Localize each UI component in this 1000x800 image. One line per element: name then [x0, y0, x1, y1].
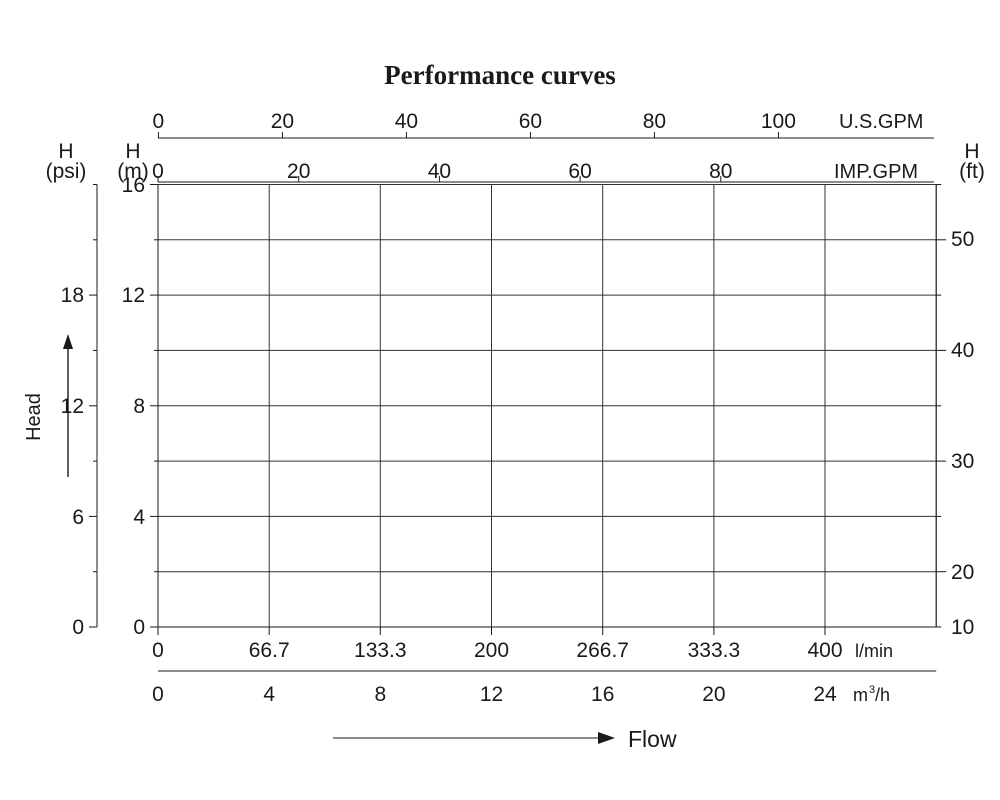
svg-text:20: 20	[951, 561, 974, 584]
svg-text:400: 400	[807, 639, 842, 662]
svg-text:16: 16	[591, 683, 614, 706]
svg-text:4: 4	[263, 683, 275, 706]
svg-text:/h: /h	[875, 685, 890, 705]
svg-text:12: 12	[61, 395, 84, 418]
svg-text:6: 6	[72, 506, 84, 529]
svg-text:0: 0	[152, 683, 164, 706]
svg-text:Head: Head	[23, 393, 45, 441]
svg-text:40: 40	[951, 339, 974, 362]
svg-text:l/min: l/min	[855, 641, 893, 661]
svg-text:(ft): (ft)	[959, 160, 985, 183]
svg-text:40: 40	[428, 160, 451, 183]
svg-text:50: 50	[951, 228, 974, 251]
svg-text:30: 30	[951, 450, 974, 473]
svg-text:0: 0	[152, 160, 164, 183]
svg-text:80: 80	[709, 160, 732, 183]
svg-text:U.S.GPM: U.S.GPM	[839, 111, 923, 133]
svg-text:8: 8	[133, 395, 145, 418]
svg-text:333.3: 333.3	[688, 639, 741, 662]
svg-text:40: 40	[395, 110, 418, 133]
svg-text:8: 8	[374, 683, 386, 706]
svg-text:m: m	[853, 685, 868, 705]
svg-text:80: 80	[643, 110, 666, 133]
svg-text:20: 20	[287, 160, 310, 183]
svg-text:200: 200	[474, 639, 509, 662]
svg-text:10: 10	[951, 616, 974, 639]
svg-text:0: 0	[152, 639, 164, 662]
svg-text:0: 0	[72, 616, 84, 639]
svg-text:Performance curves: Performance curves	[384, 60, 616, 90]
svg-text:18: 18	[61, 284, 84, 307]
svg-text:60: 60	[568, 160, 591, 183]
svg-text:100: 100	[761, 110, 796, 133]
svg-text:(psi): (psi)	[46, 160, 87, 183]
svg-text:24: 24	[813, 683, 837, 706]
svg-text:266.7: 266.7	[576, 639, 629, 662]
svg-text:12: 12	[480, 683, 503, 706]
svg-text:60: 60	[519, 110, 542, 133]
svg-text:IMP.GPM: IMP.GPM	[834, 161, 918, 183]
svg-text:12: 12	[122, 284, 145, 307]
svg-text:0: 0	[133, 616, 145, 639]
svg-text:66.7: 66.7	[249, 639, 290, 662]
svg-text:133.3: 133.3	[354, 639, 407, 662]
svg-text:Flow: Flow	[628, 726, 677, 752]
svg-text:0: 0	[153, 110, 165, 133]
svg-text:20: 20	[271, 110, 294, 133]
svg-text:(m): (m)	[117, 160, 148, 183]
svg-text:4: 4	[133, 506, 145, 529]
svg-text:20: 20	[702, 683, 725, 706]
